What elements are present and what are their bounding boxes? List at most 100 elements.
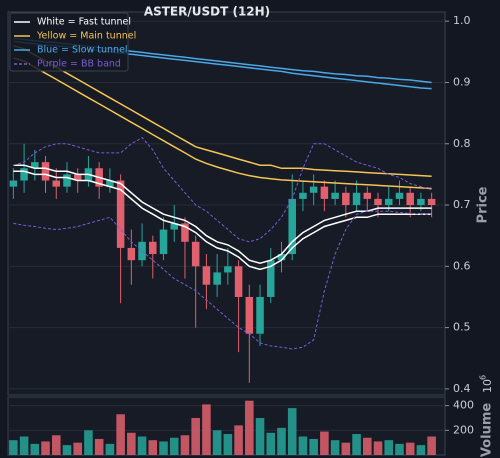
candle-body	[63, 174, 71, 187]
candle-body	[170, 223, 178, 230]
volume-bar	[19, 436, 29, 455]
overlay-line	[13, 210, 432, 350]
candle-body	[384, 198, 393, 206]
candle-body	[9, 180, 18, 187]
volume-bar	[169, 437, 179, 455]
volume-bar	[298, 436, 308, 455]
candle-body	[267, 260, 275, 297]
legend: White = Fast tunnel Yellow = Main tunnel B…	[9, 12, 136, 72]
volume-bar	[234, 425, 243, 455]
volume-bar	[320, 431, 329, 455]
y-axis-label: Price	[476, 186, 491, 223]
candle-body	[234, 266, 243, 297]
volume-bar	[245, 400, 254, 455]
volume-bar	[212, 430, 222, 455]
candle-body	[213, 272, 221, 285]
overlay-line	[13, 57, 432, 190]
volume-bar	[352, 434, 361, 455]
volume-bar	[362, 437, 372, 455]
y-tick-label: 0.6	[453, 259, 471, 272]
volume-offset-exponent: 6	[479, 375, 488, 380]
candle-body	[277, 254, 286, 261]
y-tick-label: 1.0	[453, 14, 471, 27]
volume-bar	[427, 436, 436, 455]
volume-bar	[159, 441, 168, 455]
volume-bar	[405, 442, 415, 455]
overlay-line	[13, 136, 432, 243]
volume-bar	[105, 443, 115, 455]
candle-body	[427, 198, 436, 206]
volume-bar	[62, 445, 72, 455]
candle-body	[417, 198, 425, 206]
volume-tick-label: 400	[453, 399, 474, 412]
candle-body	[224, 266, 232, 273]
volume-bar	[223, 434, 233, 455]
volume-offset: 10 6	[479, 375, 495, 393]
legend-label: Yellow = Main tunnel	[36, 31, 136, 42]
y-tick-label: 0.4	[453, 382, 471, 395]
y-tick-label: 0.9	[453, 75, 471, 88]
candle-body	[149, 241, 157, 255]
volume-bar	[84, 430, 93, 455]
volume-bar	[266, 432, 276, 455]
overlay-line	[13, 44, 432, 177]
volume-bar	[202, 404, 211, 455]
candle-body	[299, 192, 307, 199]
candle-body	[363, 192, 372, 199]
volume-bar	[384, 440, 394, 455]
price-panel	[7, 11, 446, 396]
volume-bar	[9, 440, 18, 455]
volume-bar	[116, 414, 125, 455]
candle-body	[320, 186, 329, 199]
candle-body	[331, 192, 339, 199]
candle-body	[31, 162, 39, 169]
volume-axis-label: Volume	[480, 403, 495, 458]
volume-tick-label: 200	[453, 423, 474, 436]
grid	[8, 20, 449, 431]
y-tick-label: 0.5	[453, 321, 471, 334]
candle-body	[52, 180, 61, 187]
candle-body	[245, 296, 254, 334]
volume-bar	[373, 441, 383, 455]
volume-bar	[51, 435, 61, 455]
candle-body	[202, 266, 211, 285]
candle-body	[181, 223, 189, 242]
volume-bar	[330, 440, 340, 455]
candle-body	[395, 192, 404, 199]
candle-body	[288, 198, 296, 255]
volume-bar	[255, 417, 265, 455]
candle-body	[191, 241, 200, 267]
volume-bar	[137, 436, 147, 455]
volume-bar	[94, 438, 104, 455]
overlay-line	[13, 164, 432, 264]
legend-box	[9, 12, 129, 72]
volume-bar	[395, 443, 404, 455]
candle-body	[406, 192, 414, 206]
volume-bar	[148, 440, 158, 455]
volume-bar	[180, 435, 190, 455]
volume-bar	[287, 408, 297, 455]
candle-body	[309, 186, 318, 193]
volume-bar	[341, 442, 351, 455]
volume-bar	[309, 438, 318, 455]
volume-bar	[127, 432, 136, 455]
candle-body	[342, 192, 350, 206]
legend-label: Blue = Slow tunnel	[37, 45, 128, 56]
volume-bar	[41, 441, 50, 455]
volume-bar	[191, 417, 200, 455]
legend-label: Purple = BB band	[37, 59, 121, 70]
candle-body	[127, 247, 136, 261]
candle-body	[73, 174, 82, 181]
candle-body	[256, 296, 264, 334]
volume-bar	[277, 427, 286, 455]
candle-body	[159, 229, 168, 255]
volume-bar	[30, 443, 40, 455]
candle-body	[352, 192, 361, 206]
overlay-line	[13, 170, 432, 271]
candle-body	[20, 168, 28, 181]
volume-bar	[73, 442, 83, 455]
y-tick-label: 0.7	[453, 198, 471, 211]
volume-offset-base: 10	[481, 379, 494, 393]
